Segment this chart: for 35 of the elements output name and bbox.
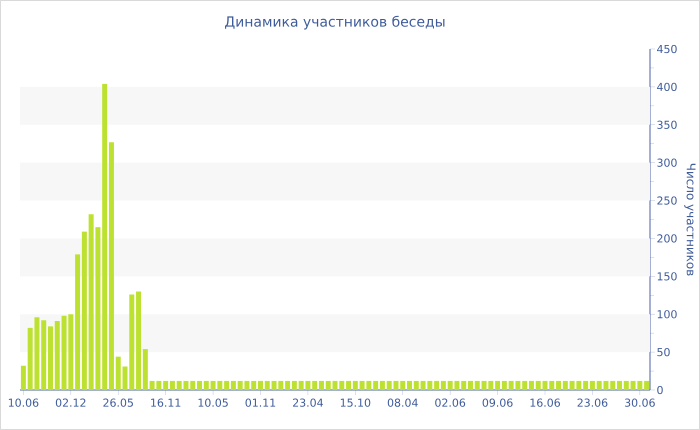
bar [617,380,622,390]
x-tick-label: 30.06 [624,398,655,407]
x-tick-label: 09.06 [482,398,513,407]
y-tick-label: 400 [657,82,677,92]
y-tick-label: 450 [657,44,677,54]
x-tick-label: 23.04 [293,398,323,407]
x-tick-label: 15.10 [340,398,370,407]
x-tick-label: 23.06 [578,398,608,407]
y-tick-label: 50 [657,348,670,356]
bar [542,380,548,390]
x-tick-label: 16.11 [151,398,180,407]
bar [122,366,128,390]
x-tick-label: 02.06 [435,398,466,407]
y-tick-label: 0 [657,386,663,394]
x-tick-label: 10.05 [198,398,228,407]
bar [197,380,202,390]
y-tick-label: 100 [658,310,677,318]
y-tick-label: 250 [657,196,677,205]
bar [258,380,263,390]
y-axis-title: Число участников [684,164,696,276]
y-tick-label: 200 [657,234,677,243]
bar [468,380,473,390]
x-tick-label: 01.11 [246,398,276,407]
x-tick-label: 16.06 [530,398,560,407]
bar [407,380,412,390]
x-tick-label: 08.04 [388,398,418,407]
bar [48,326,53,390]
x-tick-label: 26.05 [103,398,133,407]
bar [332,380,338,390]
y-tick-label: 350 [657,120,677,129]
x-tick-label: 10.06 [8,398,38,407]
y-tick-label: 300 [657,158,677,167]
y-tick-label: 150 [658,272,677,280]
x-tick-label: 02.12 [56,398,86,407]
chart-title: Динамика участников беседы [225,16,444,30]
